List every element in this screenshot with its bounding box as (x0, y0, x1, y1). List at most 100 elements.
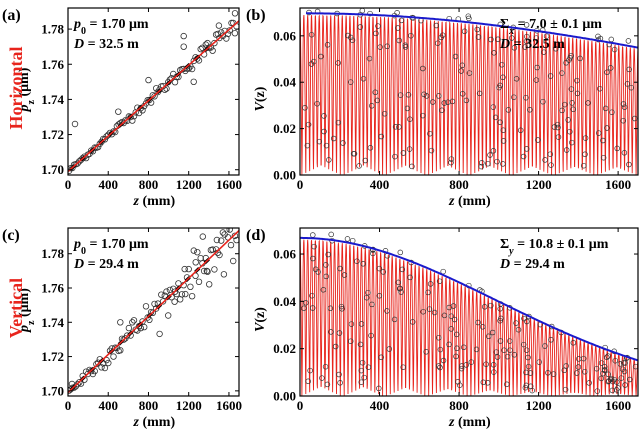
data-point (543, 33, 550, 39)
annotation-sub: y (508, 246, 514, 257)
data-point (628, 84, 635, 91)
data-point (322, 363, 329, 370)
data-point (321, 128, 327, 135)
data-point (600, 137, 606, 144)
data-point (376, 265, 383, 272)
data-point (439, 107, 445, 114)
data-point (513, 320, 519, 326)
data-point (427, 130, 433, 137)
data-point (523, 347, 530, 353)
data-point (446, 304, 452, 311)
data-point (323, 142, 330, 149)
x-tick-label: 400 (370, 177, 390, 192)
data-point (507, 347, 513, 353)
data-point (500, 74, 506, 81)
data-point (110, 353, 117, 360)
data-point (188, 65, 196, 73)
annotation: Σx = 7.0 ± 0.1 μm (500, 17, 602, 37)
data-point (376, 293, 383, 299)
data-point (520, 341, 527, 348)
data-point (507, 338, 513, 344)
y-axis-label-sub: z (26, 100, 37, 105)
data-point (163, 85, 170, 92)
data-point (365, 364, 372, 370)
data-point (517, 127, 524, 134)
row-label: Horizontal (6, 47, 26, 130)
data-point (227, 241, 235, 249)
data-point (354, 258, 360, 264)
x-tick-label: 0 (297, 177, 304, 192)
y-tick-label: 1.74 (41, 315, 64, 330)
data-point (609, 109, 615, 115)
data-point (76, 158, 83, 165)
data-point (357, 24, 364, 30)
data-point (580, 162, 587, 169)
data-point (105, 359, 112, 367)
data-point (620, 101, 627, 107)
data-point (347, 338, 354, 344)
y-tick-label: 0.06 (273, 247, 296, 262)
data-point (344, 236, 351, 242)
data-point (368, 332, 374, 339)
data-point (365, 289, 371, 296)
data-point (345, 32, 351, 39)
data-point (540, 98, 546, 105)
data-point (163, 288, 170, 295)
data-point (475, 319, 481, 326)
y-tick-label: 0.02 (273, 121, 296, 136)
data-point (621, 104, 628, 110)
data-point (384, 308, 390, 314)
annotation-main: D (499, 37, 510, 52)
data-point (600, 154, 607, 161)
data-point (455, 379, 461, 385)
y-tick-label: 0.00 (273, 389, 296, 404)
annotation-sub: 0 (81, 246, 86, 257)
data-point (563, 60, 569, 66)
data-point (476, 90, 483, 97)
data-point (626, 376, 633, 383)
data-point (475, 34, 482, 40)
data-point (76, 379, 83, 386)
data-point (468, 359, 475, 365)
data-point (395, 25, 401, 31)
data-point (555, 124, 561, 131)
data-point (316, 138, 323, 145)
data-point (420, 65, 426, 72)
data-point (505, 107, 512, 113)
data-point (541, 49, 547, 55)
data-point (117, 319, 124, 326)
data-point (376, 385, 382, 392)
data-point (481, 304, 488, 310)
data-point (324, 381, 331, 388)
data-point (311, 243, 317, 250)
data-point (449, 98, 456, 105)
panel-label: (a) (2, 7, 21, 24)
data-point (204, 39, 211, 47)
y-tick-label: 1.70 (41, 162, 64, 177)
data-point (391, 316, 398, 323)
data-point (323, 273, 329, 280)
data-point (310, 255, 316, 262)
data-point (199, 233, 206, 240)
data-point (479, 324, 486, 330)
data-point (542, 157, 548, 163)
data-point (500, 127, 507, 133)
annotation: Σy = 10.8 ± 0.1 μm (500, 237, 609, 257)
data-point (209, 246, 216, 253)
data-point (217, 29, 225, 36)
data-point (598, 360, 605, 366)
data-point (98, 364, 105, 371)
data-point (439, 32, 446, 38)
data-point (392, 153, 398, 160)
data-point (497, 317, 503, 324)
data-point (498, 315, 504, 322)
data-point (180, 65, 187, 73)
data-point (548, 337, 554, 343)
data-point (523, 94, 529, 101)
data-point (304, 142, 311, 149)
annotation: D = 29.4 m (499, 257, 565, 272)
data-point (548, 162, 554, 168)
y-axis-label-rest: (z) (253, 86, 268, 102)
plot-area (300, 231, 638, 396)
data-point (314, 100, 320, 107)
